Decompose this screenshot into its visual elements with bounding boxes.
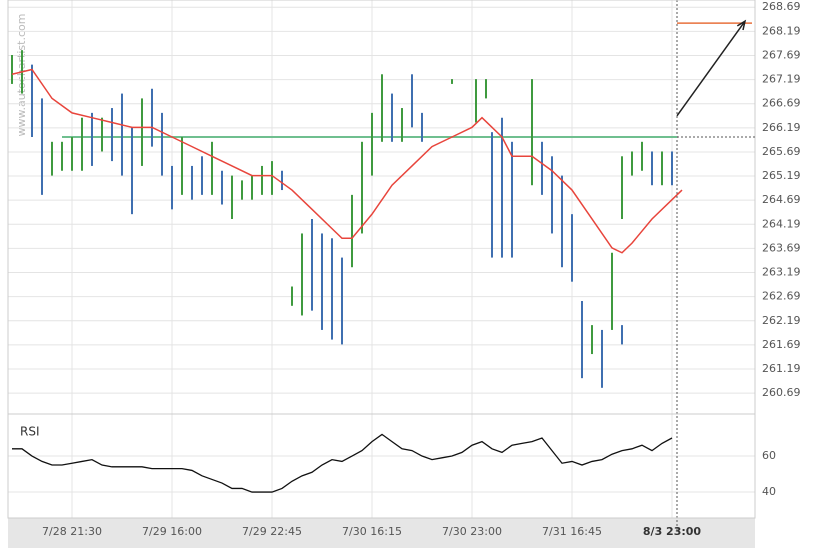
x-tick-label: 7/28 21:30 <box>42 525 102 538</box>
rsi-tick-label: 60 <box>762 449 776 462</box>
y-tick-label: 265.69 <box>762 145 801 158</box>
x-axis-strip <box>8 518 755 548</box>
y-tick-label: 261.19 <box>762 362 801 375</box>
rsi-line <box>12 433 673 493</box>
y-tick-label: 262.19 <box>762 314 801 327</box>
y-tick-label: 264.69 <box>762 193 801 206</box>
rsi-tick-label: 40 <box>762 485 776 498</box>
arrow-head <box>736 19 747 31</box>
y-tick-label: 266.19 <box>762 121 801 134</box>
y-tick-label: 267.69 <box>762 48 801 61</box>
y-tick-label: 268.69 <box>762 0 801 13</box>
moving-average <box>11 68 683 254</box>
y-tick-label: 261.69 <box>762 338 801 351</box>
y-tick-label: 263.69 <box>762 241 801 254</box>
x-tick-label: 7/29 22:45 <box>242 525 302 538</box>
y-tick-label: 260.69 <box>762 386 801 399</box>
y-tick-label: 263.19 <box>762 266 801 279</box>
y-tick-label: 265.19 <box>762 169 801 182</box>
y-tick-label: 262.69 <box>762 290 801 303</box>
plot-frame <box>7 0 756 519</box>
rsi-label: RSI <box>20 425 40 439</box>
y-tick-label: 266.69 <box>762 97 801 110</box>
x-tick-label: 7/30 23:00 <box>442 525 502 538</box>
forecast-arrow <box>676 20 746 117</box>
y-tick-label: 267.19 <box>762 73 801 86</box>
x-tick-label: 7/29 16:00 <box>142 525 202 538</box>
x-tick-label: 7/30 16:15 <box>342 525 402 538</box>
y-tick-label: 264.19 <box>762 217 801 230</box>
y-tick-label: 268.19 <box>762 24 801 37</box>
x-tick-label: 8/3 23:00 <box>643 525 702 538</box>
x-tick-label: 7/31 16:45 <box>542 525 602 538</box>
